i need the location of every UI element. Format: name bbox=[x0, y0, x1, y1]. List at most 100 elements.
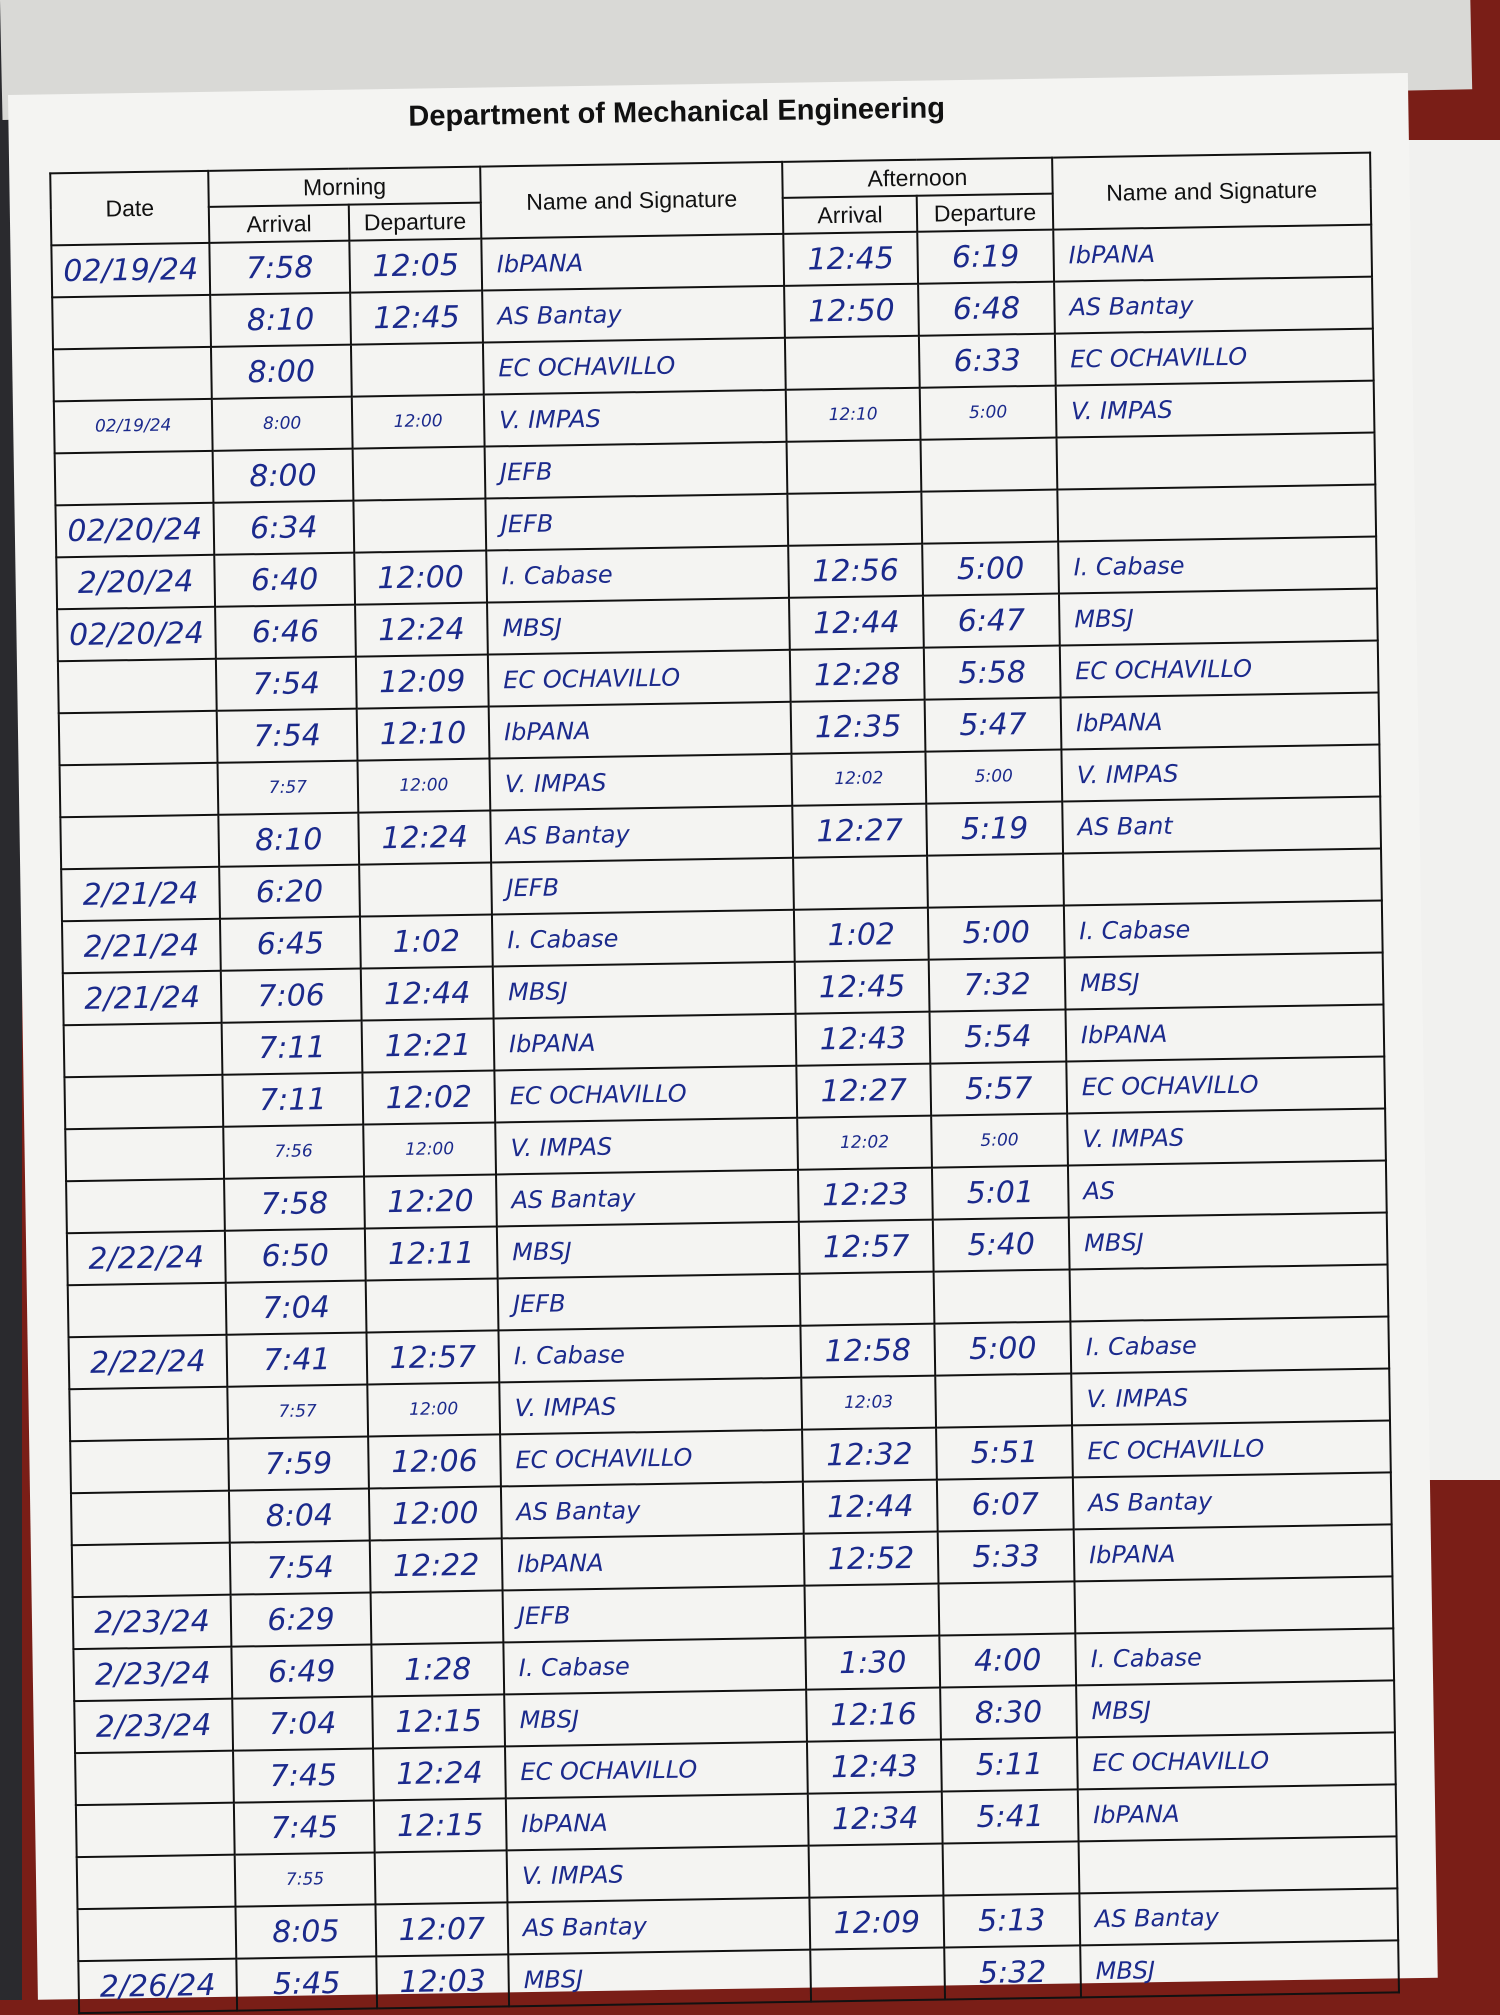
am-arrival-cell: 7:57 bbox=[217, 760, 359, 815]
pm-arrival-cell: 12:45 bbox=[783, 231, 919, 286]
date-cell bbox=[67, 1282, 227, 1338]
am-arrival-cell: 7:54 bbox=[229, 1540, 371, 1595]
am-signature-cell: MBSJ bbox=[487, 597, 790, 655]
pm-departure-cell: 5:33 bbox=[937, 1529, 1075, 1584]
attendance-table: Date Morning Name and Signature Afternoo… bbox=[49, 152, 1400, 2015]
pm-signature-cell: EC OCHAVILLO bbox=[1076, 1732, 1396, 1790]
am-signature-cell: V. IMPAS bbox=[506, 1845, 810, 1903]
pm-departure-cell: 6:19 bbox=[917, 229, 1055, 284]
am-departure-cell: 12:00 bbox=[354, 550, 488, 605]
date-cell bbox=[64, 1074, 224, 1130]
am-signature-cell: AS Bantay bbox=[496, 1169, 799, 1227]
am-signature-cell: EC OCHAVILLO bbox=[482, 337, 786, 395]
am-departure-cell: 12:57 bbox=[366, 1330, 500, 1385]
am-departure-cell: 12:44 bbox=[360, 966, 494, 1021]
pm-signature-cell bbox=[1057, 484, 1377, 542]
date-cell bbox=[65, 1126, 225, 1182]
am-departure-cell bbox=[350, 342, 484, 397]
am-signature-cell: I. Cabase bbox=[498, 1325, 802, 1383]
pm-departure-cell: 5:41 bbox=[941, 1789, 1079, 1844]
am-signature-cell: AS Bantay bbox=[482, 285, 785, 343]
pm-arrival-cell: 12:50 bbox=[784, 283, 919, 338]
pm-departure-cell: 5:00 bbox=[934, 1321, 1072, 1376]
date-cell: 02/19/24 bbox=[53, 398, 213, 454]
pm-departure-cell: 5:00 bbox=[919, 385, 1057, 440]
pm-signature-cell: I. Cabase bbox=[1075, 1628, 1395, 1686]
am-departure-cell bbox=[359, 862, 492, 917]
header-afternoon: Afternoon bbox=[782, 157, 1053, 198]
pm-signature-cell: AS Bantay bbox=[1079, 1888, 1399, 1946]
date-cell bbox=[70, 1438, 229, 1494]
am-signature-cell: MBSJ bbox=[496, 1221, 800, 1279]
pm-departure-cell: 5:01 bbox=[931, 1165, 1069, 1220]
am-arrival-cell: 7:56 bbox=[223, 1124, 365, 1179]
pm-arrival-cell: 12:03 bbox=[801, 1375, 937, 1430]
am-arrival-cell: 7:45 bbox=[233, 1800, 375, 1855]
am-departure-cell: 1:02 bbox=[359, 914, 493, 969]
date-cell bbox=[76, 1854, 236, 1910]
am-departure-cell: 12:00 bbox=[368, 1486, 502, 1541]
pm-departure-cell bbox=[933, 1269, 1071, 1324]
pm-arrival-cell: 12:10 bbox=[785, 387, 921, 442]
am-signature-cell: MBSJ bbox=[508, 1949, 812, 2007]
am-signature-cell: V. IMPAS bbox=[495, 1117, 798, 1175]
pm-departure-cell: 4:00 bbox=[939, 1633, 1077, 1688]
pm-signature-cell bbox=[1056, 432, 1376, 490]
date-cell: 2/23/24 bbox=[73, 1646, 233, 1702]
date-cell bbox=[53, 346, 212, 402]
pm-departure-cell: 5:51 bbox=[936, 1425, 1073, 1480]
am-arrival-cell: 8:05 bbox=[235, 1904, 377, 1959]
am-departure-cell: 12:00 bbox=[357, 758, 491, 813]
date-cell bbox=[58, 710, 218, 766]
date-cell bbox=[60, 814, 220, 870]
pm-arrival-cell: 12:02 bbox=[791, 751, 927, 806]
pm-signature-cell: AS Bantay bbox=[1072, 1472, 1392, 1530]
pm-departure-cell: 7:32 bbox=[928, 957, 1066, 1012]
pm-departure-cell: 5:47 bbox=[924, 697, 1062, 752]
am-arrival-cell: 7:04 bbox=[225, 1280, 367, 1335]
pm-signature-cell: IbPANA bbox=[1053, 224, 1373, 282]
pm-signature-cell: MBSJ bbox=[1058, 588, 1378, 646]
am-departure-cell bbox=[352, 446, 486, 501]
page-title: Department of Mechanical Engineering bbox=[408, 92, 946, 133]
pm-departure-cell: 5:19 bbox=[926, 801, 1064, 856]
date-cell bbox=[54, 450, 214, 506]
pm-arrival-cell: 12:44 bbox=[789, 595, 924, 650]
pm-departure-cell: 5:00 bbox=[927, 905, 1065, 960]
pm-arrival-cell bbox=[787, 491, 923, 546]
pm-departure-cell: 6:07 bbox=[936, 1477, 1074, 1532]
am-arrival-cell: 8:00 bbox=[210, 344, 352, 399]
pm-signature-cell: AS bbox=[1067, 1160, 1387, 1218]
date-cell: 02/20/24 bbox=[55, 502, 215, 558]
pm-arrival-cell: 12:58 bbox=[800, 1323, 936, 1378]
am-departure-cell: 1:28 bbox=[371, 1642, 505, 1697]
am-departure-cell: 12:09 bbox=[355, 654, 489, 709]
am-arrival-cell: 6:50 bbox=[224, 1228, 366, 1283]
pm-signature-cell: IbPANA bbox=[1073, 1524, 1393, 1582]
pm-signature-cell bbox=[1078, 1836, 1398, 1894]
am-arrival-cell: 7:41 bbox=[226, 1332, 368, 1387]
am-signature-cell: IbPANA bbox=[501, 1533, 805, 1591]
date-cell bbox=[57, 658, 217, 714]
date-cell: 2/21/24 bbox=[61, 866, 220, 922]
am-signature-cell: EC OCHAVILLO bbox=[500, 1429, 803, 1487]
am-signature-cell: IbPANA bbox=[481, 233, 785, 291]
pm-departure-cell bbox=[935, 1373, 1073, 1428]
am-arrival-cell: 6:20 bbox=[219, 864, 360, 919]
am-arrival-cell: 7:04 bbox=[232, 1696, 374, 1751]
pm-signature-cell: IbPANA bbox=[1077, 1784, 1397, 1842]
date-cell: 2/21/24 bbox=[62, 970, 222, 1026]
date-cell: 2/22/24 bbox=[68, 1334, 228, 1390]
pm-arrival-cell: 1:02 bbox=[793, 907, 929, 962]
am-departure-cell: 12:45 bbox=[350, 290, 483, 345]
am-arrival-cell: 7:57 bbox=[227, 1384, 369, 1439]
am-departure-cell: 12:15 bbox=[373, 1798, 507, 1853]
pm-signature-cell: MBSJ bbox=[1080, 1940, 1399, 1998]
am-arrival-cell: 5:45 bbox=[236, 1956, 378, 2011]
pm-arrival-cell bbox=[810, 1947, 946, 2002]
date-cell: 02/20/24 bbox=[57, 606, 216, 662]
date-cell: 2/23/24 bbox=[72, 1594, 232, 1650]
pm-arrival-cell: 12:43 bbox=[795, 1011, 931, 1066]
pm-arrival-cell: 12:43 bbox=[806, 1739, 942, 1794]
am-arrival-cell: 6:49 bbox=[231, 1644, 373, 1699]
